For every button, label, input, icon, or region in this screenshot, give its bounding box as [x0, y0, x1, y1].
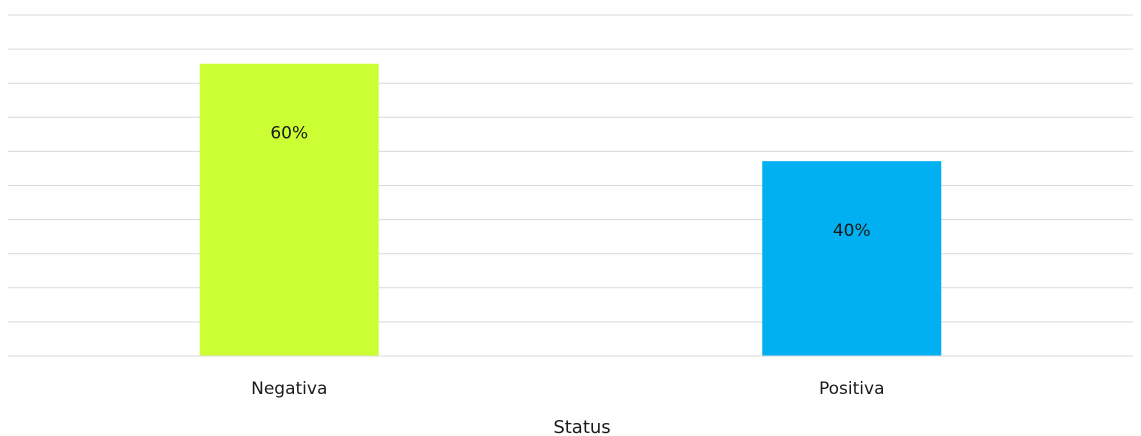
- data-label-positiva: 40%: [833, 221, 871, 241]
- bars: [199, 63, 942, 356]
- category-label-positiva: Positiva: [819, 379, 885, 399]
- category-labels: Negativa Positiva: [251, 379, 884, 399]
- x-axis-title: Status: [553, 417, 610, 436]
- gridlines: [8, 14, 1133, 323]
- data-label-negativa: 60%: [270, 124, 308, 144]
- data-labels: 60% 40%: [270, 124, 870, 241]
- bar-positiva: [762, 161, 942, 356]
- bar-negativa: [199, 63, 379, 356]
- category-label-negativa: Negativa: [251, 379, 327, 399]
